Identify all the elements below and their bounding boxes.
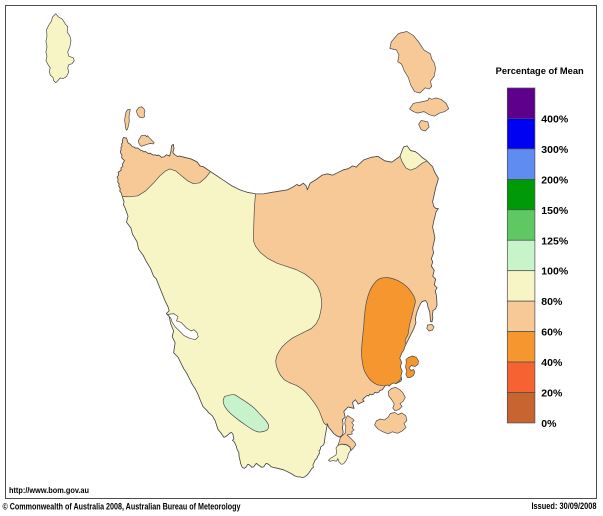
svg-text:Issued: 30/09/2008: Issued: 30/09/2008	[532, 501, 597, 511]
svg-text:150%: 150%	[541, 205, 569, 217]
svg-text:40%: 40%	[541, 357, 563, 369]
svg-text:20%: 20%	[541, 388, 563, 400]
svg-text:400%: 400%	[541, 113, 569, 125]
svg-text:125%: 125%	[541, 235, 569, 247]
svg-text:300%: 300%	[541, 144, 569, 156]
svg-text:60%: 60%	[541, 327, 563, 339]
svg-text:200%: 200%	[541, 174, 569, 186]
svg-text:Percentage of Mean: Percentage of Mean	[496, 66, 584, 76]
svg-text:0%: 0%	[541, 418, 557, 430]
svg-text:80%: 80%	[541, 296, 563, 308]
svg-text:100%: 100%	[541, 266, 569, 278]
svg-text:http://www.bom.gov.au: http://www.bom.gov.au	[9, 485, 89, 495]
svg-text:© Commonwealth of Australia 20: © Commonwealth of Australia 2008, Austra…	[3, 502, 242, 512]
